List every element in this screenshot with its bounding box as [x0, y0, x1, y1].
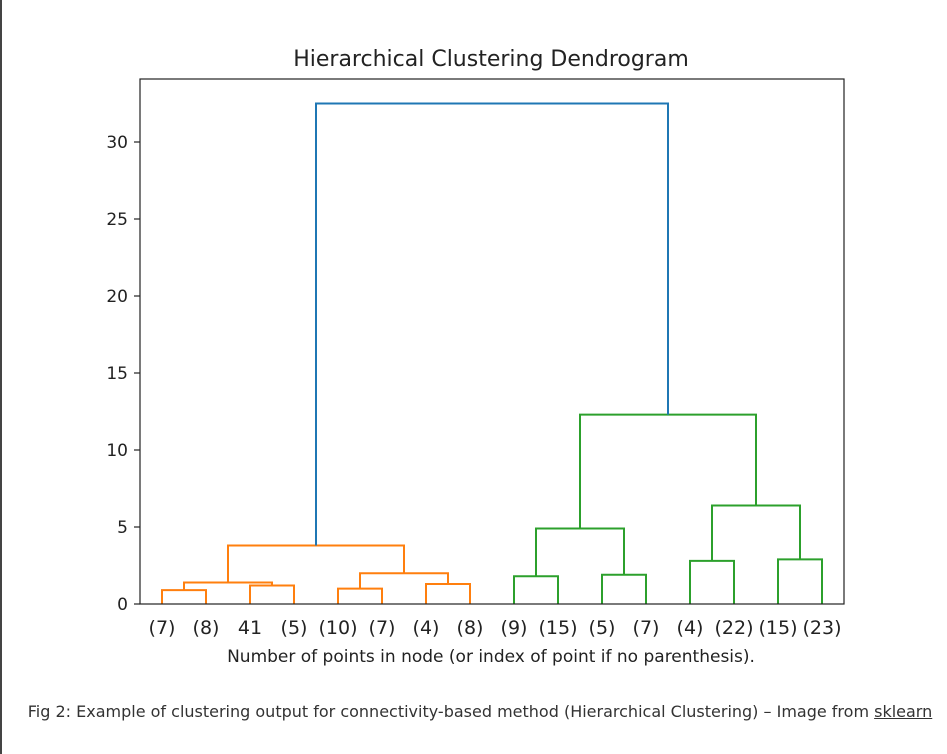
leaf-label: (7): [149, 617, 176, 639]
y-tick-label: 20: [106, 287, 128, 307]
y-tick-label: 25: [106, 210, 128, 230]
figure-caption: Fig 2: Example of clustering output for …: [20, 700, 940, 724]
y-axis: 0 5 10 15 20 25 30: [106, 133, 140, 615]
chart-title: Hierarchical Clustering Dendrogram: [293, 47, 689, 72]
leaf-label: (8): [457, 617, 484, 639]
dendrogram-link: [513, 575, 559, 604]
dendrogram-link: [425, 582, 471, 604]
dendrogram-link: [777, 558, 823, 604]
y-tick-label: 10: [106, 441, 128, 461]
dendrogram-link: [711, 504, 801, 561]
y-tick-label: 5: [117, 518, 128, 538]
y-tick-label: 0: [117, 595, 128, 615]
dendrogram-link: [227, 544, 405, 583]
leaf-label: 41: [238, 617, 262, 639]
sklearn-link[interactable]: sklearn: [874, 702, 933, 721]
dendrogram-link: [161, 589, 207, 604]
y-tick-label: 30: [106, 133, 128, 153]
leaf-label: (9): [501, 617, 528, 639]
dendrogram-link: [337, 587, 383, 604]
dendrogram-link: [249, 584, 295, 604]
leaf-label: (4): [413, 617, 440, 639]
left-border-rule: [0, 0, 2, 754]
x-axis-label: Number of points in node (or index of po…: [227, 647, 755, 667]
dendrogram-links: [161, 102, 823, 604]
leaf-label: (4): [677, 617, 704, 639]
leaf-label: (5): [589, 617, 616, 639]
dendrogram-link: [579, 413, 757, 529]
leaf-label: (7): [633, 617, 660, 639]
dendrogram-link: [689, 559, 735, 604]
x-axis-leaf-labels: (7) (8) 41 (5) (10) (7) (4) (8) (9) (15) (5) (7) (4)…: [149, 617, 842, 639]
leaf-label: (15): [758, 617, 797, 639]
dendrogram-link: [601, 573, 647, 604]
leaf-label: (7): [369, 617, 396, 639]
leaf-label: (23): [802, 617, 841, 639]
caption-text: Fig 2: Example of clustering output for …: [27, 702, 875, 721]
dendrogram-link: [315, 102, 669, 546]
dendrogram-link: [359, 572, 449, 589]
leaf-label: (8): [193, 617, 220, 639]
dendrogram-link: [535, 527, 625, 577]
dendrogram-svg: Hierarchical Clustering Dendrogram 0 5 10 1…: [106, 47, 845, 667]
plot-frame: [139, 78, 845, 605]
leaf-label: (15): [538, 617, 577, 639]
dendrogram-chart: Hierarchical Clustering Dendrogram 0 5 10 1…: [106, 47, 845, 667]
leaf-label: (22): [714, 617, 753, 639]
leaf-label: (5): [281, 617, 308, 639]
y-tick-label: 15: [106, 364, 128, 384]
leaf-label: (10): [318, 617, 357, 639]
